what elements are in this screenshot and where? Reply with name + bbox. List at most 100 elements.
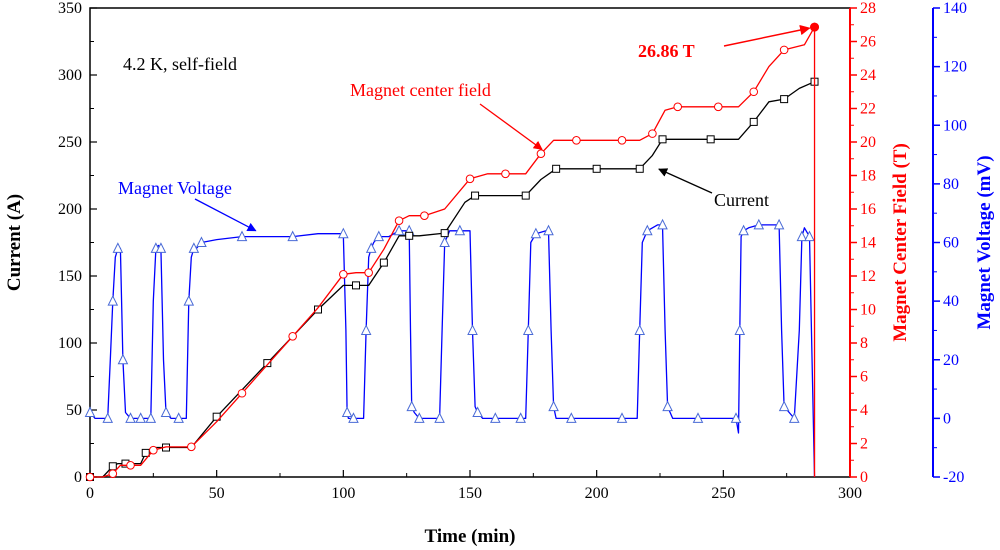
magnet-center-field-point: [108, 469, 118, 478]
magnet-voltage-point: [373, 230, 385, 242]
field-series-label: Magnet center field: [350, 80, 491, 100]
magnet-voltage-point: [515, 412, 526, 423]
left-tick-label: 100: [58, 335, 82, 352]
x-axis: 0 50 100 150 200 250 300 Time (min): [86, 470, 862, 547]
current-point: [521, 191, 530, 200]
magnet-voltage-point: [634, 324, 646, 335]
magnet-voltage-point: [406, 400, 418, 412]
left-tick-label: 150: [58, 268, 82, 285]
magnet-voltage-point: [183, 295, 195, 306]
current-point: [552, 164, 561, 173]
magnet-center-field-line: [90, 26, 816, 478]
magnet-voltage-point: [753, 218, 765, 230]
current-point: [780, 95, 789, 104]
field-tick-label: 8: [860, 335, 868, 352]
voltage-axis: -20 0 20 40 60 80 100 120 140 Magnet Voltage (mV): [932, 0, 995, 486]
field-arrow: [479, 103, 543, 150]
series-layer: [84, 22, 820, 482]
magnet-voltage-point: [543, 224, 554, 236]
peak-field-label: 26.86 T: [638, 41, 695, 61]
magnet-voltage-point: [454, 224, 466, 236]
magnet-voltage-point: [692, 412, 704, 423]
peak-arrow: [723, 24, 811, 47]
current-point: [108, 462, 117, 471]
field-tick-label: 12: [860, 268, 876, 285]
magnet-center-field-point: [394, 216, 404, 226]
magnet-voltage-point: [796, 230, 808, 242]
left-tick-label: 50: [66, 402, 82, 419]
x-tick-label: 0: [86, 485, 94, 502]
magnet-voltage-point: [348, 412, 359, 423]
magnet-center-field-point: [339, 270, 348, 279]
left-axis-title: Current (A): [4, 194, 25, 291]
x-tick-label: 300: [838, 485, 862, 502]
current-series-label: Current: [714, 190, 769, 210]
voltage-tick-label: 120: [943, 59, 967, 76]
field-tick-label: 24: [860, 67, 876, 84]
magnet-center-field-point: [364, 268, 373, 277]
magnet-voltage-point: [738, 224, 749, 236]
magnet-center-field-point: [501, 169, 510, 179]
current-point: [440, 229, 449, 238]
current-point: [263, 359, 272, 368]
magnet-voltage-point: [642, 224, 653, 236]
magnet-voltage-point: [102, 412, 114, 423]
field-axis-title: Magnet Center Field (T): [890, 143, 911, 342]
field-tick-label: 22: [860, 101, 876, 118]
field-tick-label: 16: [860, 201, 876, 218]
magnet-voltage-point: [472, 406, 483, 418]
magnet-voltage-point: [125, 412, 136, 423]
voltage-tick-label: 40: [943, 293, 959, 310]
magnet-center-field-point: [237, 388, 247, 398]
current-point: [471, 191, 480, 200]
magnet-center-field-point: [420, 211, 429, 220]
magnet-voltage-point: [155, 242, 167, 253]
current-point: [212, 412, 221, 421]
field-tick-label: 0: [860, 469, 868, 486]
magnet-center-field-point: [779, 45, 789, 55]
current-arrow: [658, 168, 713, 194]
current-line: [90, 81, 815, 478]
magnet-voltage-point: [341, 406, 353, 418]
magnet-center-field-point: [465, 174, 475, 184]
magnet-voltage-point: [804, 230, 815, 242]
field-tick-label: 28: [860, 0, 876, 17]
current-point: [749, 117, 758, 126]
field-tick-label: 10: [860, 302, 876, 319]
magnet-voltage-point: [778, 400, 790, 412]
magnet-voltage-point: [434, 412, 445, 423]
field-tick-label: 2: [860, 436, 868, 453]
voltage-arrow: [194, 198, 257, 232]
magnet-voltage-point: [173, 412, 184, 423]
current-axis: 0 50 100 150 200 250 300 350 Current (A): [4, 0, 97, 486]
magnet-center-field-point: [713, 102, 723, 112]
magnet-voltage-point: [730, 412, 742, 423]
x-tick-label: 200: [585, 485, 609, 502]
voltage-tick-label: 20: [943, 352, 959, 369]
voltage-tick-label: 80: [943, 176, 959, 193]
magnet-center-field-point: [572, 136, 581, 145]
current-point: [592, 164, 601, 173]
current-point: [635, 164, 644, 173]
magnet-center-field-point: [126, 460, 135, 470]
current-point: [658, 135, 667, 144]
magnet-voltage-point: [566, 412, 577, 423]
magnet-voltage-point: [734, 324, 746, 335]
voltage-tick-label: 100: [943, 117, 967, 134]
magnet-voltage-point: [662, 400, 673, 412]
magnet-voltage-point: [467, 324, 478, 335]
condition-label: 4.2 K, self-field: [123, 54, 237, 74]
magnet-voltage-point: [112, 242, 124, 253]
magnet-voltage-point: [414, 412, 425, 423]
field-tick-label: 20: [860, 134, 876, 151]
magnet-voltage-point: [490, 412, 501, 423]
magnet-voltage-point: [365, 242, 377, 253]
annotation-layer: 4.2 K, self-field Magnet center field Magn…: [118, 24, 811, 232]
field-tick-label: 26: [860, 34, 876, 51]
magnet-voltage-point: [160, 406, 172, 418]
magnet-voltage-point: [360, 324, 372, 335]
voltage-tick-label: -20: [943, 469, 964, 486]
left-tick-label: 250: [58, 134, 82, 151]
magnet-voltage-point: [135, 412, 146, 423]
